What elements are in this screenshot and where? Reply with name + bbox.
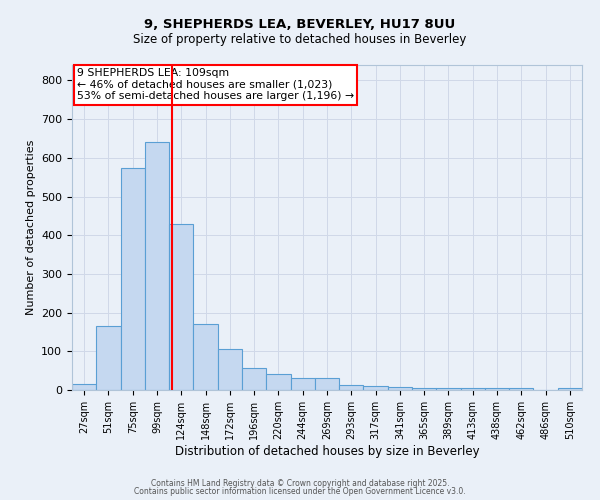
- Bar: [169, 224, 193, 390]
- Bar: [485, 388, 509, 390]
- Text: 9 SHEPHERDS LEA: 109sqm
← 46% of detached houses are smaller (1,023)
53% of semi: 9 SHEPHERDS LEA: 109sqm ← 46% of detache…: [77, 68, 354, 102]
- Bar: [242, 368, 266, 390]
- Bar: [193, 324, 218, 390]
- Bar: [509, 388, 533, 390]
- Bar: [339, 385, 364, 390]
- Text: Size of property relative to detached houses in Beverley: Size of property relative to detached ho…: [133, 32, 467, 46]
- Bar: [436, 388, 461, 390]
- Bar: [558, 388, 582, 390]
- Bar: [218, 350, 242, 390]
- Text: 9, SHEPHERDS LEA, BEVERLEY, HU17 8UU: 9, SHEPHERDS LEA, BEVERLEY, HU17 8UU: [145, 18, 455, 30]
- Bar: [290, 378, 315, 390]
- Bar: [364, 386, 388, 390]
- Text: Contains HM Land Registry data © Crown copyright and database right 2025.: Contains HM Land Registry data © Crown c…: [151, 478, 449, 488]
- Text: Contains public sector information licensed under the Open Government Licence v3: Contains public sector information licen…: [134, 487, 466, 496]
- Bar: [72, 384, 96, 390]
- Bar: [315, 378, 339, 390]
- X-axis label: Distribution of detached houses by size in Beverley: Distribution of detached houses by size …: [175, 444, 479, 458]
- Bar: [266, 374, 290, 390]
- Y-axis label: Number of detached properties: Number of detached properties: [26, 140, 35, 315]
- Bar: [121, 168, 145, 390]
- Bar: [96, 326, 121, 390]
- Bar: [412, 388, 436, 390]
- Bar: [145, 142, 169, 390]
- Bar: [388, 387, 412, 390]
- Bar: [461, 388, 485, 390]
